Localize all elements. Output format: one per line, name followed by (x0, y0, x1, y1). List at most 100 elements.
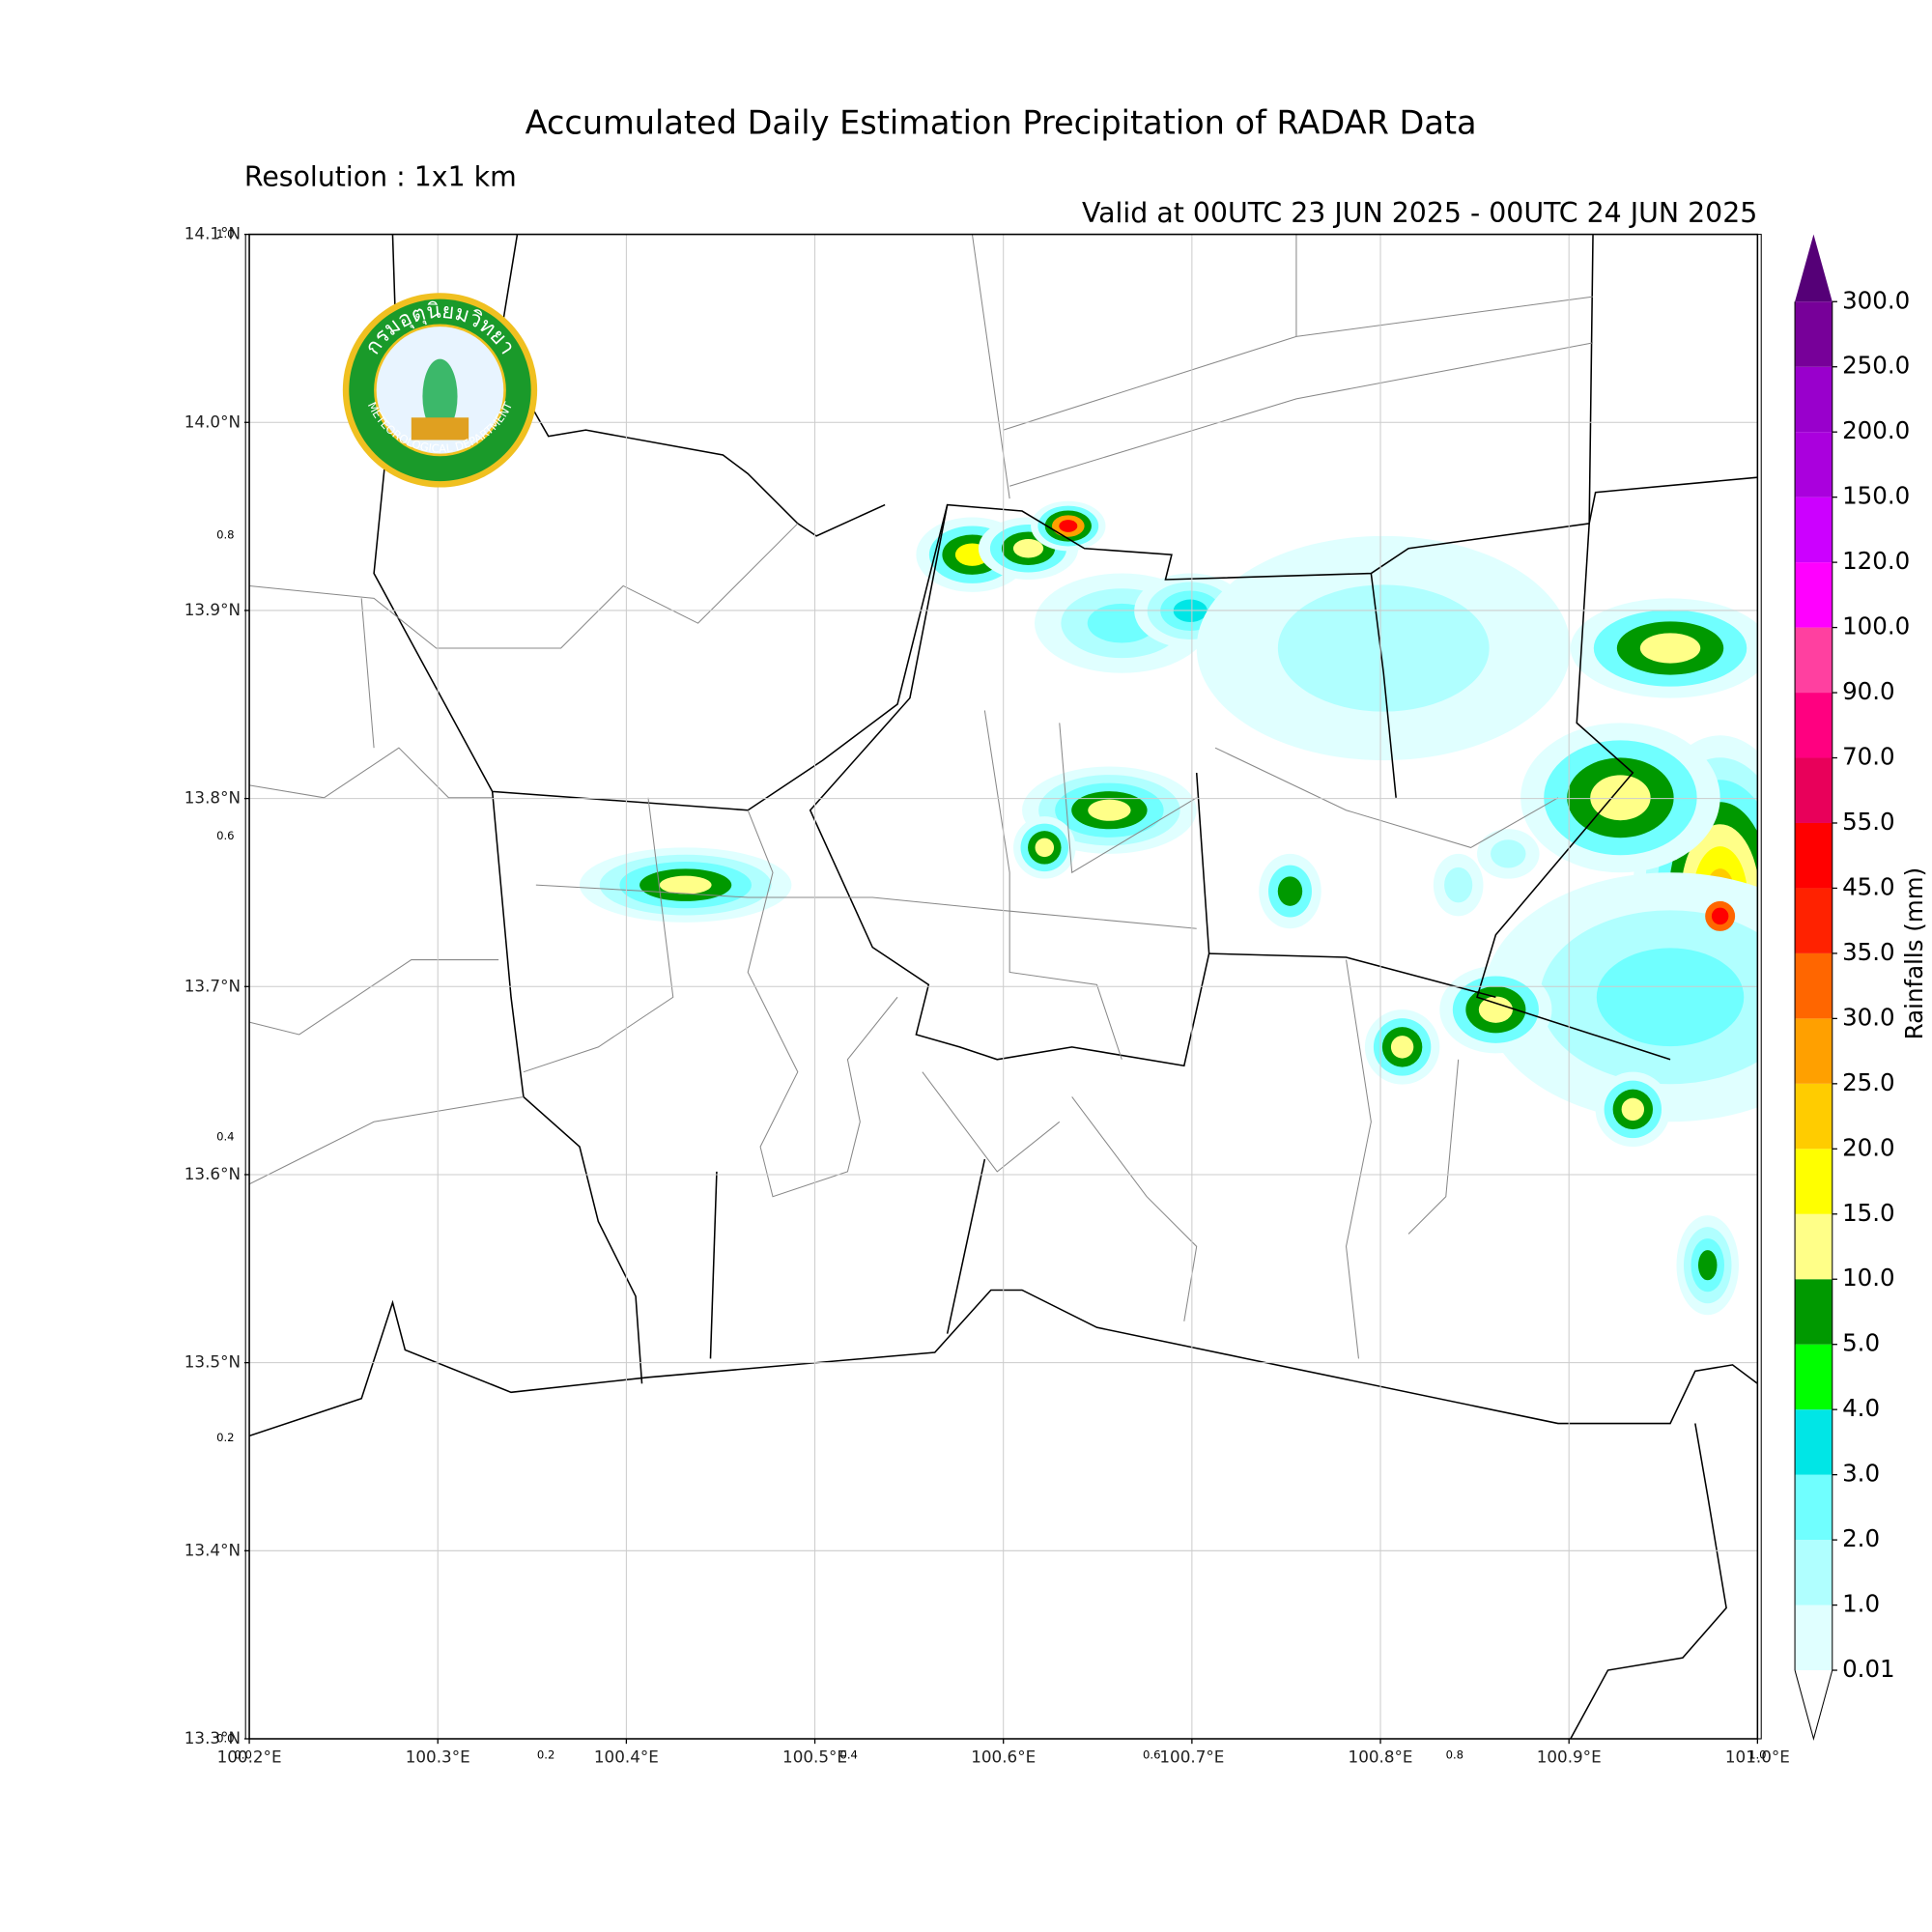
colorbar-label: Rainfalls (mm) (1900, 867, 1928, 1040)
x-tick-label: 100.6°E (971, 1747, 1036, 1766)
colorbar-segment (1795, 497, 1833, 563)
frame-y-tick-label: 1.0 (216, 227, 234, 241)
colorbar-tick-label: 250.0 (1842, 352, 1910, 380)
colorbar-tick-label: 120.0 (1842, 547, 1910, 575)
colorbar-segment (1795, 1409, 1833, 1475)
colorbar-tick-label: 300.0 (1842, 286, 1910, 314)
logo-figure (422, 358, 458, 435)
colorbar-segment (1795, 1540, 1833, 1605)
rain-blob (1390, 1036, 1414, 1059)
colorbar-high-extend (1795, 234, 1833, 302)
x-tick-label: 100.4°E (594, 1747, 659, 1766)
x-tick-label: 100.3°E (406, 1747, 470, 1766)
rain-blob (1277, 584, 1490, 712)
frame-x-tick-label: 1.0 (1748, 1747, 1766, 1761)
valid-time: Valid at 00UTC 23 JUN 2025 - 00UTC 24 JU… (1082, 197, 1757, 229)
y-tick-label: 13.3°N (185, 1728, 241, 1747)
colorbar-segment (1795, 1279, 1833, 1345)
colorbar-segment (1795, 757, 1833, 823)
colorbar-segment (1795, 822, 1833, 889)
y-tick-label: 14.1°N (185, 224, 241, 243)
colorbar-tick-label: 1.0 (1842, 1590, 1880, 1618)
y-tick-label: 13.6°N (185, 1164, 241, 1183)
frame-x-tick-label: 0.6 (1143, 1747, 1160, 1761)
frame-x-tick-label: 0.8 (1446, 1747, 1463, 1761)
colorbar-tick-label: 45.0 (1842, 872, 1895, 900)
rain-blob (659, 875, 712, 895)
colorbar-tick-label: 30.0 (1842, 1003, 1895, 1031)
rain-blob (1639, 633, 1701, 664)
colorbar-tick-label: 5.0 (1842, 1329, 1880, 1357)
frame-x-tick-label: 0.4 (839, 1747, 857, 1761)
colorbar-segment (1795, 1149, 1833, 1214)
colorbar-tick-label: 20.0 (1842, 1133, 1895, 1161)
frame-y-tick-label: 0.8 (216, 528, 234, 542)
colorbar-outline (1794, 301, 1833, 1671)
plot-area (249, 234, 1758, 1739)
colorbar-segment (1795, 1083, 1833, 1150)
rain-blob (1035, 838, 1055, 858)
rain-blob (1711, 907, 1729, 925)
rain-blob (1059, 520, 1078, 532)
rain-blob (1621, 1097, 1645, 1122)
y-tick-label: 13.9°N (185, 600, 241, 619)
rain-blob (1596, 948, 1745, 1047)
rain-field (580, 500, 1758, 1316)
rain-blob (1478, 996, 1513, 1023)
frame-x-tick-label: 0.0 (234, 1747, 251, 1761)
rain-blob (1697, 1250, 1718, 1281)
colorbar-tick-label: 55.0 (1842, 808, 1895, 836)
title: Accumulated Daily Estimation Precipitati… (526, 104, 1477, 142)
colorbar-segment (1795, 301, 1833, 367)
colorbar-low-extend (1794, 1669, 1833, 1741)
y-tick-label: 13.5°N (185, 1352, 241, 1372)
colorbar-segment (1795, 888, 1833, 953)
y-tick-label: 13.7°N (185, 976, 241, 995)
axes: 100.2°E 100.3°E 100.4°E 100.5°E 100.6°E 100.7… (185, 224, 1790, 1767)
rain-blob (1088, 799, 1131, 821)
rain-blob (1012, 538, 1044, 558)
colorbar-tick-label: 0.01 (1842, 1655, 1895, 1683)
colorbar-tick-label: 90.0 (1842, 677, 1895, 705)
frame-y-tick-label: 0.4 (216, 1130, 234, 1144)
colorbar-tick-label: 70.0 (1842, 743, 1895, 771)
subtitle: Resolution : 1x1 km (244, 161, 517, 193)
colorbar-segment (1795, 366, 1833, 433)
colorbar-segment (1795, 1474, 1833, 1541)
colorbar-segment (1795, 1344, 1833, 1410)
colorbar-tick-label: 4.0 (1842, 1394, 1880, 1422)
rain-blob (1444, 867, 1473, 903)
colorbar-tick-label: 2.0 (1842, 1524, 1880, 1552)
colorbar-segment (1795, 1605, 1833, 1671)
colorbar-tick-label: 15.0 (1842, 1199, 1895, 1227)
colorbar-segment (1795, 562, 1833, 628)
rain-blob (1491, 839, 1526, 868)
boundaries (249, 234, 1758, 1739)
logo: กรมอุตุนิยมวิทยา METEOROLOGICAL DEPARTME… (342, 293, 538, 488)
x-tick-label: 100.9°E (1537, 1747, 1602, 1766)
colorbar-tick-label: 100.0 (1842, 612, 1910, 640)
x-tick-label: 100.5°E (782, 1747, 847, 1766)
colorbar-tick-label: 3.0 (1842, 1460, 1880, 1488)
colorbar-segment (1795, 432, 1833, 497)
colorbar-segment (1795, 1213, 1833, 1280)
frame-y-tick-label: 0.0 (216, 1732, 234, 1746)
colorbar: 0.01 1.0 2.0 3.0 4.0 5.0 10.0 15.0 20.0 25.0 30.0 3… (1794, 234, 1910, 1741)
colorbar-tick-label: 200.0 (1842, 416, 1910, 444)
y-tick-label: 13.4°N (185, 1540, 241, 1559)
colorbar-tick-label: 150.0 (1842, 482, 1910, 510)
x-tick-label: 100.2°E (217, 1747, 282, 1766)
rain-blob (1590, 775, 1651, 821)
colorbar-segment (1795, 952, 1833, 1019)
x-tick-label: 100.7°E (1159, 1747, 1224, 1766)
colorbar-segment (1795, 627, 1833, 694)
frame-y-tick-label: 0.2 (216, 1431, 234, 1444)
x-tick-label: 100.8°E (1349, 1747, 1413, 1766)
logo-base (411, 417, 469, 440)
x-tick-label: 101.0°E (1725, 1747, 1790, 1766)
colorbar-tick-label: 35.0 (1842, 938, 1895, 966)
frame-y-tick-label: 0.6 (216, 829, 234, 842)
colorbar-tick-label: 25.0 (1842, 1068, 1895, 1096)
frame-x-tick-label: 0.2 (537, 1747, 554, 1761)
rain-blob (1277, 876, 1303, 906)
